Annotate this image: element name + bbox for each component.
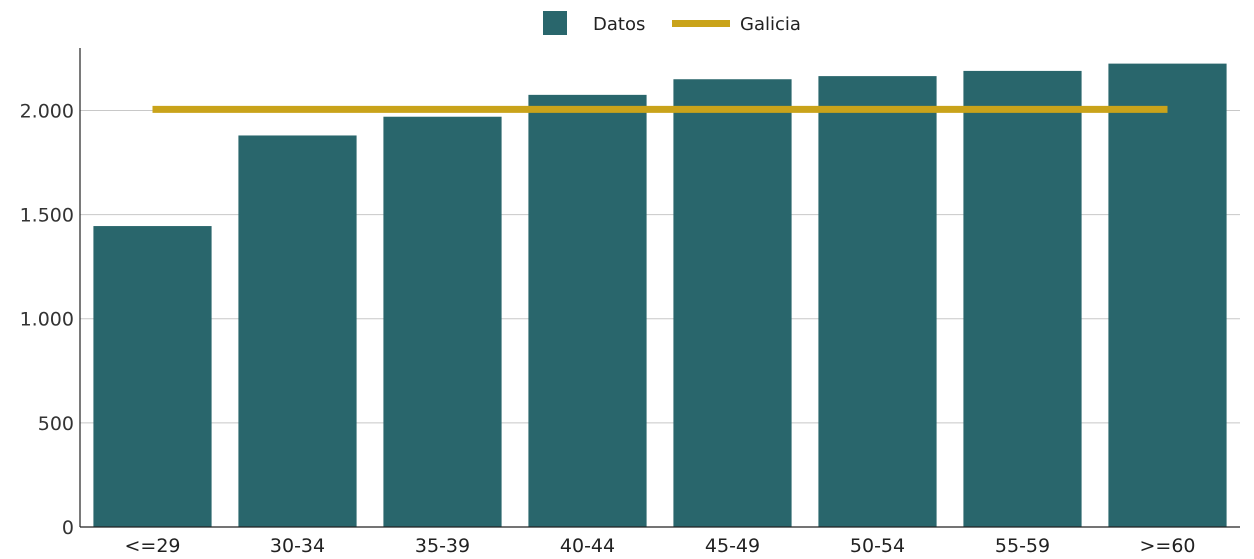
bar-45-49[interactable]: [673, 79, 792, 527]
x-tick-labels: <=29 30-34 35-39 40-44 45-49 50-54 55-59 >=60: [124, 535, 1195, 557]
legend: Datos Galicia: [543, 11, 801, 35]
legend-label-datos: Datos: [593, 14, 645, 35]
x-tick-label: 40-44: [560, 535, 615, 557]
axes: [79, 48, 1240, 528]
bar-50-54[interactable]: [818, 76, 937, 527]
bar-30-34[interactable]: [238, 135, 357, 528]
legend-swatch-datos: [543, 11, 567, 35]
y-tick-labels: 0 500 1.000 1.500 2.000: [20, 100, 74, 539]
x-tick-label: >=60: [1139, 535, 1195, 557]
x-tick-label: <=29: [124, 535, 180, 557]
bar-<=29[interactable]: [93, 226, 212, 527]
y-tick-label: 500: [38, 413, 74, 435]
legend-label-galicia: Galicia: [740, 14, 801, 35]
y-tick-label: 1.000: [20, 309, 74, 331]
bars: [93, 63, 1227, 528]
bar-40-44[interactable]: [528, 94, 647, 527]
x-tick-label: 30-34: [270, 535, 325, 557]
y-tick-label: 1.500: [20, 205, 74, 227]
bar->=60[interactable]: [1108, 63, 1227, 527]
legend-swatch-galicia: [672, 20, 730, 27]
y-tick-label: 0: [62, 517, 74, 539]
x-tick-label: 50-54: [850, 535, 905, 557]
x-tick-label: 55-59: [995, 535, 1050, 557]
x-tick-label: 35-39: [415, 535, 470, 557]
bar-55-59[interactable]: [963, 70, 1082, 528]
y-tick-label: 2.000: [20, 100, 74, 122]
x-tick-label: 45-49: [705, 535, 760, 557]
bar-35-39[interactable]: [383, 116, 502, 528]
